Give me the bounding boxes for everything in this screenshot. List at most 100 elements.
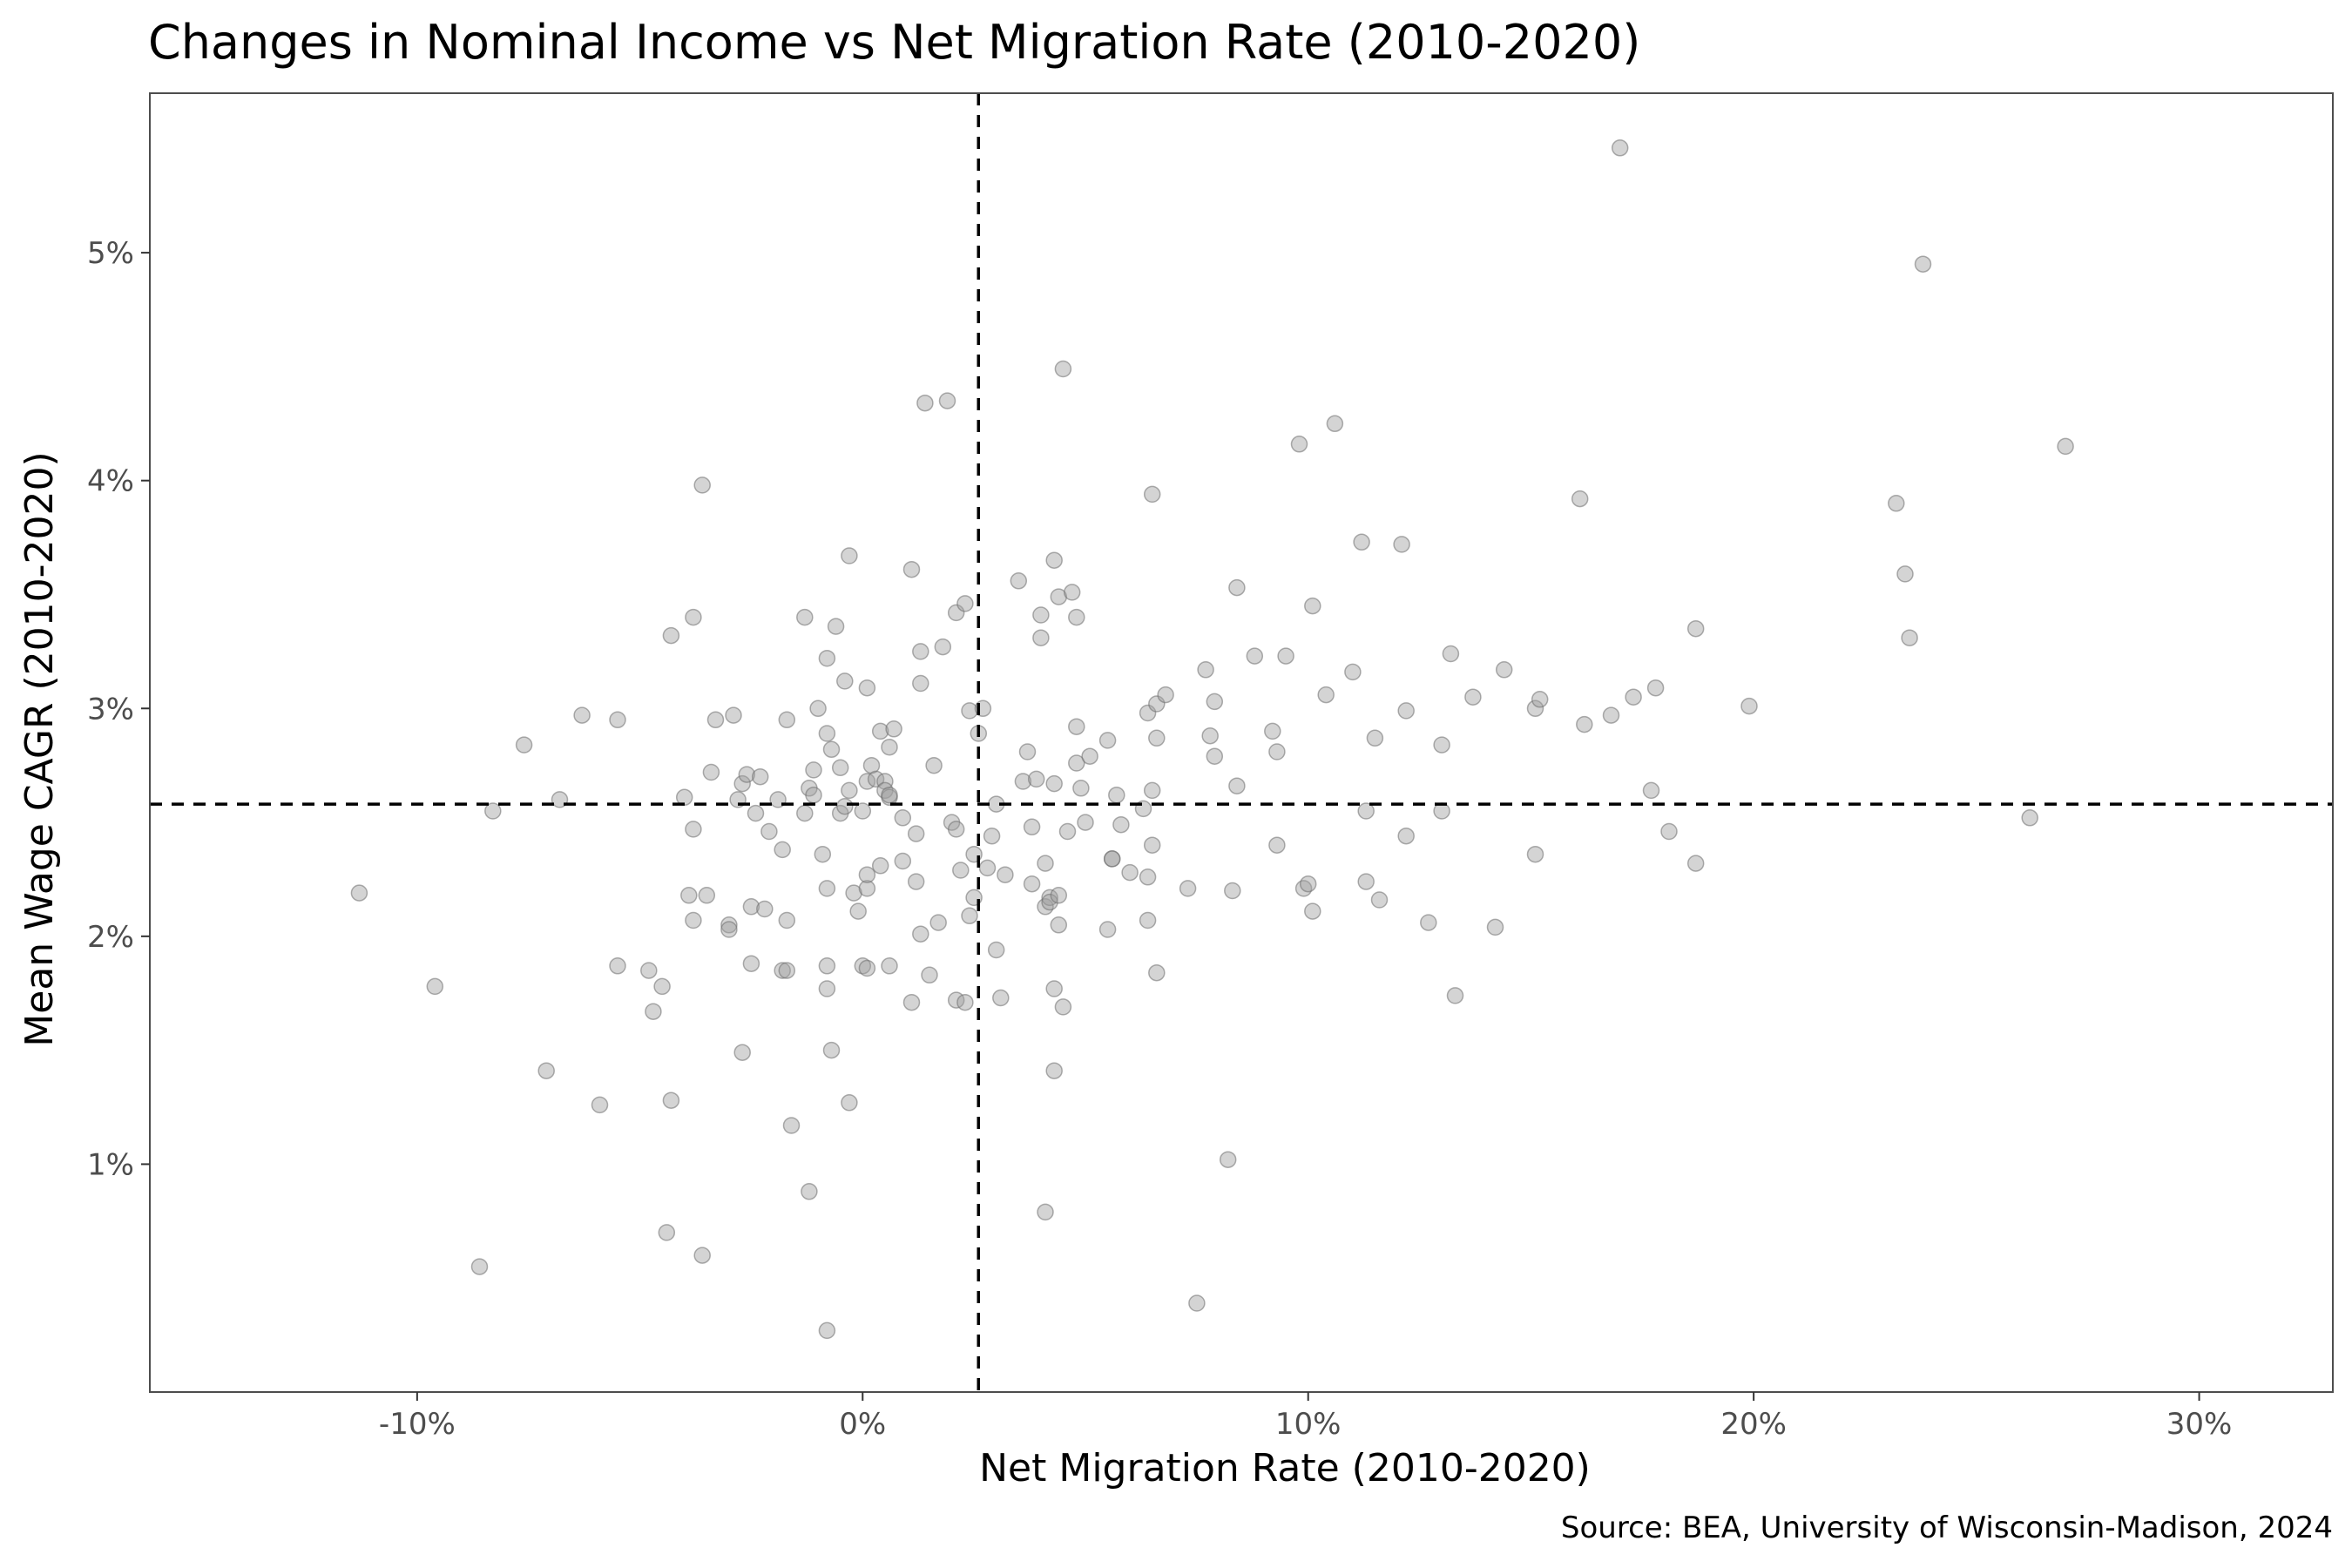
data-point-210 [1486, 918, 1504, 936]
data-point-113 [961, 907, 978, 925]
data-point-29 [725, 706, 742, 724]
data-point-156 [1098, 921, 1117, 938]
data-point-55 [818, 649, 836, 667]
data-point-178 [1206, 693, 1224, 711]
data-point-18 [680, 887, 698, 904]
y-tick-label: 5% [87, 236, 134, 271]
data-point-151 [1068, 718, 1085, 735]
data-point-62 [822, 740, 841, 759]
data-point-185 [1268, 836, 1286, 854]
data-point-209 [1464, 688, 1482, 706]
data-point-31 [733, 774, 751, 793]
data-point-150 [1068, 754, 1085, 772]
data-point-228 [1901, 629, 1918, 646]
data-point-203 [1397, 827, 1415, 845]
data-point-7 [573, 706, 591, 724]
data-point-180 [1224, 882, 1241, 900]
data-point-190 [1299, 875, 1317, 893]
data-point-183 [1246, 647, 1264, 665]
data-point-46 [782, 1117, 801, 1134]
data-point-145 [1054, 360, 1072, 378]
y-tick-label: 1% [87, 1147, 134, 1182]
data-point-182 [1228, 578, 1246, 597]
data-point-181 [1228, 777, 1246, 794]
data-point-172 [1157, 686, 1174, 704]
data-point-65 [831, 759, 849, 777]
data-point-96 [907, 873, 925, 890]
source-caption: Source: BEA, University of Wisconsin-Mad… [1561, 1511, 2333, 1545]
data-point-91 [894, 852, 912, 870]
data-point-2 [470, 1258, 489, 1275]
data-point-52 [805, 786, 822, 804]
data-point-211 [1495, 661, 1513, 679]
data-point-39 [760, 822, 778, 841]
data-point-93 [902, 560, 921, 578]
data-point-26 [706, 711, 725, 729]
data-point-229 [1914, 255, 1932, 273]
data-point-212 [1526, 845, 1544, 863]
data-point-221 [1646, 679, 1665, 697]
data-point-70 [841, 1094, 858, 1112]
data-point-94 [902, 993, 921, 1011]
data-point-177 [1206, 747, 1224, 765]
data-point-15 [662, 626, 680, 645]
data-point-168 [1143, 485, 1161, 504]
data-point-99 [912, 643, 929, 660]
data-point-8 [591, 1096, 609, 1114]
data-point-87 [881, 957, 898, 975]
data-point-16 [662, 1092, 680, 1109]
data-point-22 [693, 476, 711, 494]
data-point-44 [778, 911, 796, 929]
data-point-134 [1037, 855, 1054, 872]
data-point-24 [698, 887, 716, 904]
data-point-23 [693, 1247, 711, 1264]
points-layer [350, 139, 2074, 1340]
y-tick-label: 4% [87, 464, 134, 499]
data-point-154 [1081, 747, 1098, 765]
data-point-196 [1353, 533, 1370, 551]
data-point-77 [858, 866, 876, 883]
data-point-90 [885, 720, 902, 738]
x-tick-label: -10% [379, 1407, 456, 1442]
data-point-131 [1032, 629, 1050, 646]
data-point-200 [1370, 891, 1389, 909]
data-point-34 [742, 955, 760, 972]
data-point-105 [938, 392, 956, 409]
y-axis-title: Mean Wage CAGR (2010-2020) [17, 451, 62, 1046]
data-point-219 [1625, 688, 1642, 706]
data-point-213 [1526, 700, 1544, 718]
x-tick-label: 30% [2166, 1407, 2233, 1442]
data-point-19 [685, 608, 702, 626]
data-point-50 [801, 1183, 818, 1200]
data-point-143 [1050, 887, 1068, 904]
data-point-104 [934, 638, 952, 656]
data-point-63 [827, 618, 845, 635]
data-point-225 [1740, 697, 1758, 715]
data-point-83 [871, 857, 889, 875]
data-point-32 [733, 1044, 751, 1061]
data-point-10 [609, 711, 626, 729]
data-point-100 [916, 394, 934, 412]
data-point-76 [858, 880, 876, 897]
data-point-97 [912, 925, 929, 943]
data-point-184 [1264, 722, 1281, 740]
data-point-112 [956, 993, 974, 1011]
data-point-57 [818, 957, 836, 975]
data-point-79 [858, 679, 876, 697]
data-point-69 [841, 547, 858, 564]
data-point-88 [881, 786, 898, 804]
data-point-142 [1050, 916, 1068, 934]
data-point-41 [774, 841, 791, 859]
data-point-152 [1072, 780, 1090, 797]
data-point-197 [1357, 873, 1375, 890]
data-point-11 [640, 962, 658, 979]
reference-lines [150, 93, 2333, 1392]
data-point-148 [1063, 584, 1081, 601]
data-point-37 [751, 767, 769, 786]
y-axis: 1% 2% 3% 4% 5% [87, 236, 150, 1182]
data-point-186 [1268, 743, 1286, 760]
data-point-173 [1179, 880, 1197, 897]
chart-title: Changes in Nominal Income vs Net Migrati… [148, 15, 1640, 70]
data-point-12 [645, 1003, 662, 1020]
